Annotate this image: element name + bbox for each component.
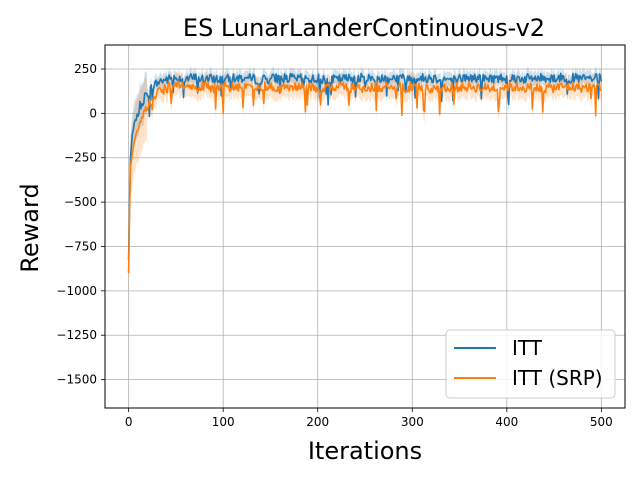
y-tick-label: −750 (64, 239, 97, 253)
y-tick-label: −1250 (56, 328, 97, 342)
x-tick-label: 200 (306, 415, 329, 429)
x-tick-label: 400 (495, 415, 518, 429)
chart-title: ES LunarLanderContinuous-v2 (183, 14, 545, 42)
series-line-1 (127, 80, 602, 274)
x-tick-label: 500 (590, 415, 613, 429)
y-axis-ticks: 250 0 −250 −500 −750 −1000 −1250 −1500 (56, 62, 105, 387)
x-tick-label: 300 (401, 415, 424, 429)
x-tick-label: 100 (212, 415, 235, 429)
series-lines (127, 72, 603, 274)
plot-frame (104, 44, 626, 409)
y-tick-label: 0 (89, 106, 97, 120)
y-tick-label: −250 (64, 151, 97, 165)
y-axis-label: Reward (16, 183, 44, 272)
legend-label-itt-srp: ITT (SRP) (512, 366, 603, 390)
grid-lines (105, 45, 625, 408)
y-tick-label: −1000 (56, 284, 97, 298)
y-tick-label: −1500 (56, 373, 97, 387)
y-tick-label: −500 (64, 195, 97, 209)
legend: ITT ITT (SRP) (445, 329, 616, 399)
x-axis-ticks: 0 100 200 300 400 500 (125, 408, 613, 429)
y-tick-label: 250 (74, 62, 97, 76)
legend-label-itt: ITT (512, 336, 543, 360)
x-tick-label: 0 (125, 415, 133, 429)
series-band-1 (128, 70, 602, 306)
x-axis-label: Iterations (308, 437, 422, 465)
variance-bands (128, 66, 602, 306)
